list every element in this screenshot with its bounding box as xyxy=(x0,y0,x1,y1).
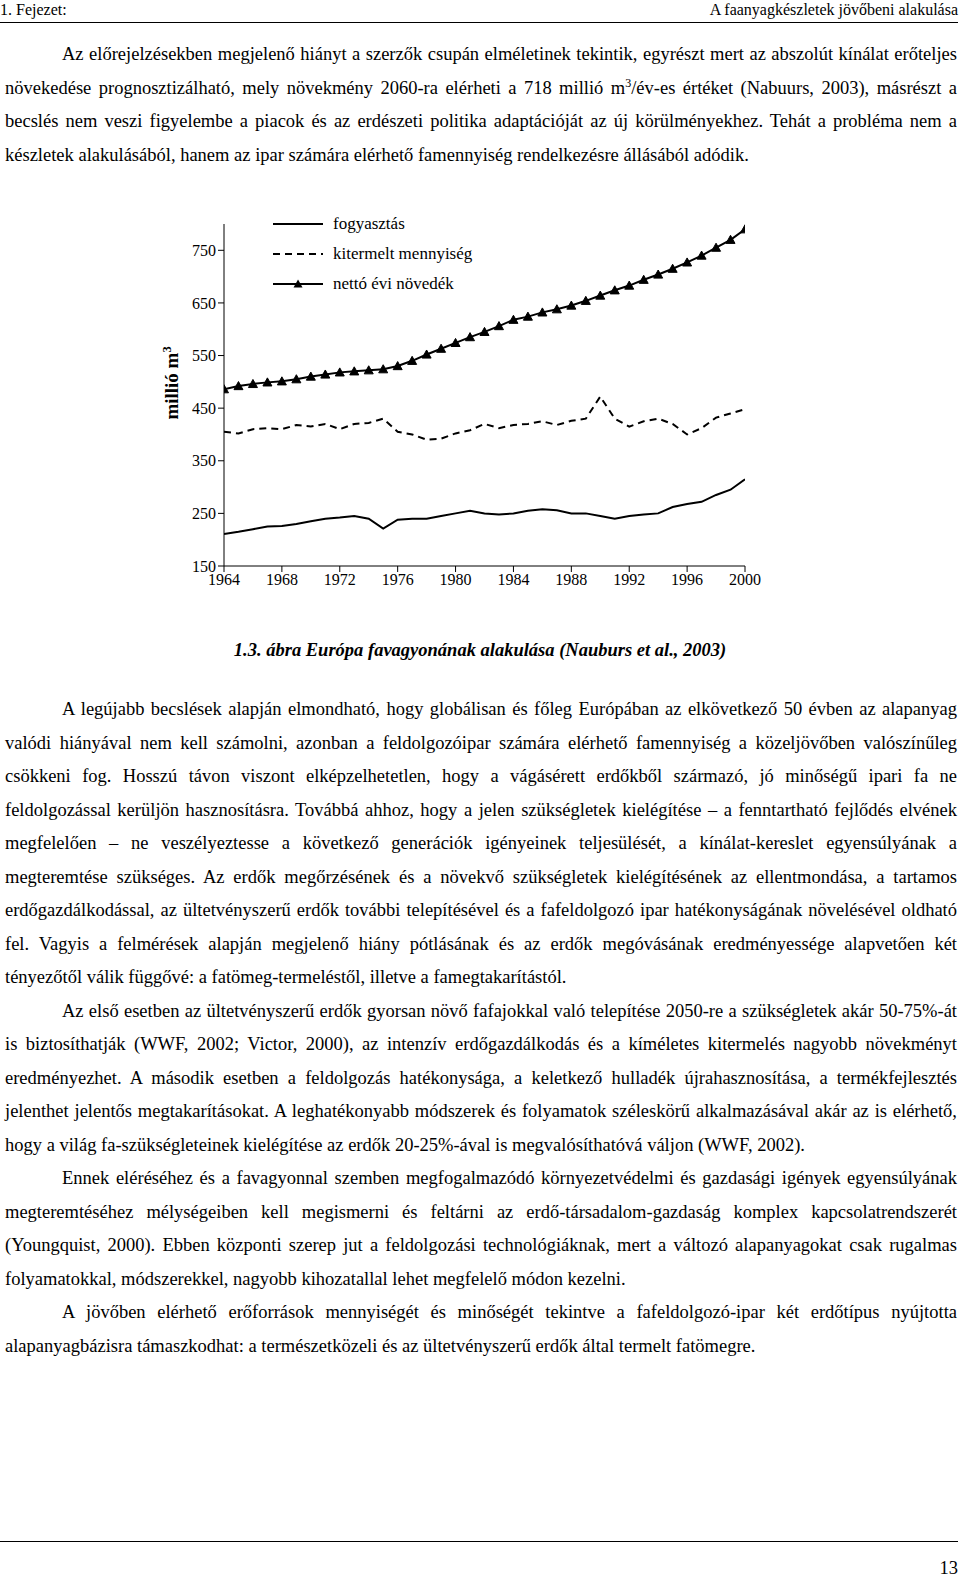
html-text:Az első esetben az ültetvénysz: Az első esetben az ültetvényszerű erdők … xyxy=(5,1000,957,1155)
svg-text:1968: 1968 xyxy=(266,571,298,588)
svg-text:450: 450 xyxy=(192,400,216,417)
svg-text:150: 150 xyxy=(192,558,216,575)
svg-text:nettó évi növedék: nettó évi növedék xyxy=(333,274,454,293)
svg-text:550: 550 xyxy=(192,347,216,364)
html-text:A jövőben elérhető erőforrások: A jövőben elérhető erőforrások mennyiség… xyxy=(5,1302,957,1356)
html-text:A legújabb becslések alapján e: A legújabb becslések alapján elmondható,… xyxy=(5,699,957,987)
svg-text:1972: 1972 xyxy=(324,571,356,588)
svg-text:kitermelt mennyiség: kitermelt mennyiség xyxy=(333,244,473,263)
svg-text:650: 650 xyxy=(192,295,216,312)
svg-text:1992: 1992 xyxy=(613,571,645,588)
svg-text:1996: 1996 xyxy=(671,571,703,588)
svg-text:250: 250 xyxy=(192,505,216,522)
svg-text:350: 350 xyxy=(192,452,216,469)
html-text:13: 13 xyxy=(939,1558,958,1578)
html-text:1. Fejezet:: 1. Fejezet: xyxy=(0,1,67,18)
svg-text:1964: 1964 xyxy=(208,571,240,589)
svg-text:1988: 1988 xyxy=(555,571,587,588)
svg-text:750: 750 xyxy=(192,242,216,259)
svg-text:millió m3: millió m3 xyxy=(160,346,182,419)
svg-text:1984: 1984 xyxy=(497,571,529,588)
svg-text:1976: 1976 xyxy=(382,571,414,588)
svg-text:2000: 2000 xyxy=(729,571,761,588)
svg-text:1980: 1980 xyxy=(440,571,472,588)
html-text:Ennek eléréséhez és a favagyon: Ennek eléréséhez és a favagyonnal szembe… xyxy=(5,1168,957,1289)
svg-text:fogyasztás: fogyasztás xyxy=(333,214,405,233)
html-text:Az előrejelzésekben megjelenő: Az előrejelzésekben megjelenő hiányt a s… xyxy=(5,44,957,165)
html-text:A faanyagkészletek jövőbeni al: A faanyagkészletek jövőbeni alakulása xyxy=(709,1,958,18)
html-text:1.3. ábra Európa favagyonának: 1.3. ábra Európa favagyonának alakulása … xyxy=(233,640,727,660)
